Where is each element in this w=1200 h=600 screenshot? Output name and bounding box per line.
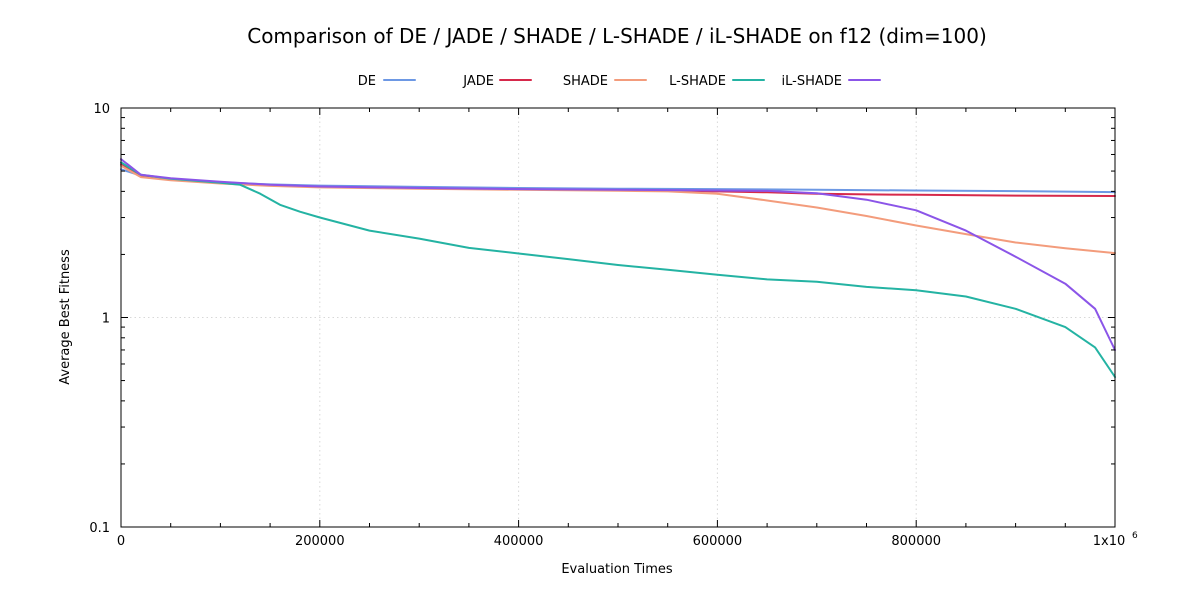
legend-label-l-shade: L-SHADE: [669, 74, 726, 89]
legend-item-shade: SHADE: [563, 74, 647, 89]
legend-item-de: DE: [358, 74, 416, 89]
y-axis-label: Average Best Fitness: [58, 249, 73, 385]
legend-label-il-shade: iL-SHADE: [782, 74, 842, 89]
x-axis-label: Evaluation Times: [561, 562, 673, 577]
x-tick-label: 200000: [295, 534, 345, 549]
legend-item-jade: JADE: [462, 74, 532, 89]
x-tick-label: 800000: [891, 534, 941, 549]
chart-title: Comparison of DE / JADE / SHADE / L-SHAD…: [247, 24, 987, 48]
series-line-shade: [120, 164, 1116, 255]
y-tick-label: 10: [93, 102, 110, 117]
legend-item-il-shade: iL-SHADE: [782, 74, 881, 89]
series-line-de: [120, 168, 1116, 194]
plot-lines: [120, 158, 1116, 378]
legend-item-l-shade: L-SHADE: [669, 74, 765, 89]
series-line-l-shade: [120, 161, 1116, 378]
legend-label-shade: SHADE: [563, 74, 608, 89]
series-line-il-shade: [120, 158, 1116, 351]
legend-label-jade: JADE: [462, 74, 494, 89]
x-tick-label-scientific: 1x10: [1093, 534, 1126, 549]
legend: DE JADE SHADE L-SHADE iL-SHADE: [358, 74, 881, 89]
x-tick-label: 600000: [693, 534, 743, 549]
legend-label-de: DE: [358, 74, 376, 89]
x-tick-label: 0: [117, 534, 125, 549]
x-tick-label: 400000: [494, 534, 544, 549]
x-tick-label-exponent: 6: [1132, 531, 1138, 541]
y-tick-label: 0.1: [89, 521, 110, 536]
y-tick-label: 1: [102, 312, 110, 327]
grid: [121, 108, 1115, 527]
ticks: 0 200000 400000 600000 800000 1x10 6 0.1 1 10: [89, 102, 1138, 549]
